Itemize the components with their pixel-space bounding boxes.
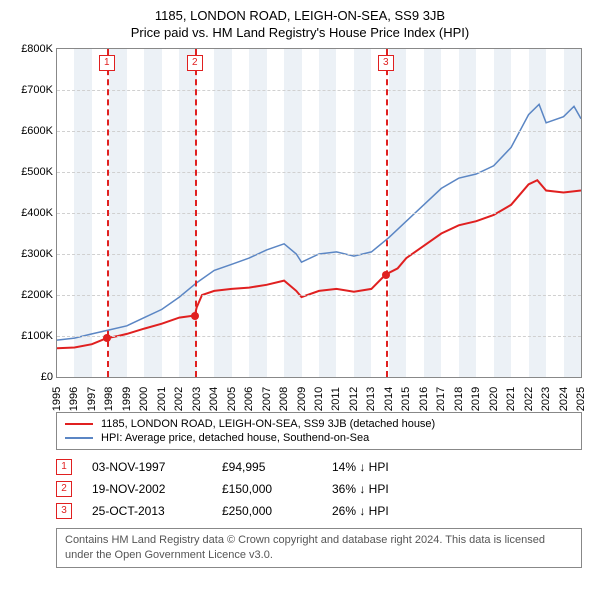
sale-row: 2 19-NOV-2002 £150,000 36% ↓ HPI: [56, 478, 582, 500]
chart-subtitle: Price paid vs. HM Land Registry's House …: [12, 25, 588, 40]
x-axis-label: 2014: [383, 387, 395, 411]
x-axis-label: 2020: [488, 387, 500, 411]
x-axis-label: 1995: [51, 387, 63, 411]
x-axis-label: 2021: [505, 387, 517, 411]
y-axis-label: £400K: [21, 207, 53, 219]
x-axis-label: 2025: [575, 387, 587, 411]
legend-label: HPI: Average price, detached house, Sout…: [101, 432, 369, 444]
x-axis-label: 2008: [278, 387, 290, 411]
legend-swatch: [65, 423, 93, 425]
y-axis-label: £300K: [21, 248, 53, 260]
y-axis-label: £500K: [21, 166, 53, 178]
gridline-horizontal: [57, 336, 581, 337]
sale-marker-line: [386, 49, 388, 377]
x-axis-label: 2022: [523, 387, 535, 411]
gridline-horizontal: [57, 172, 581, 173]
x-axis-label: 2015: [400, 387, 412, 411]
y-axis-label: £700K: [21, 84, 53, 96]
series-property: [57, 180, 581, 348]
legend-item: HPI: Average price, detached house, Sout…: [65, 431, 573, 445]
x-axis-label: 2003: [191, 387, 203, 411]
sale-marker-box: 3: [378, 55, 394, 71]
x-axis-label: 2024: [558, 387, 570, 411]
sale-marker-icon: 3: [56, 503, 72, 519]
x-axis-label: 1996: [68, 387, 80, 411]
x-axis-label: 2001: [156, 387, 168, 411]
x-axis-label: 2004: [208, 387, 220, 411]
sale-marker-line: [107, 49, 109, 377]
sale-pct-vs-hpi: 14% ↓ HPI: [332, 460, 422, 474]
x-axis-label: 2010: [313, 387, 325, 411]
sales-table: 1 03-NOV-1997 £94,995 14% ↓ HPI 2 19-NOV-2002…: [56, 456, 582, 522]
sale-price: £250,000: [222, 504, 312, 518]
sale-marker-icon: 1: [56, 459, 72, 475]
y-axis-label: £100K: [21, 330, 53, 342]
gridline-horizontal: [57, 90, 581, 91]
y-axis-label: £600K: [21, 125, 53, 137]
x-axis-label: 2017: [435, 387, 447, 411]
sale-price: £94,995: [222, 460, 312, 474]
sale-date: 25-OCT-2013: [92, 504, 202, 518]
sale-price: £150,000: [222, 482, 312, 496]
sale-point-dot: [103, 334, 111, 342]
y-axis-label: £0: [41, 371, 53, 383]
x-axis-label: 1999: [121, 387, 133, 411]
sale-date: 03-NOV-1997: [92, 460, 202, 474]
legend-label: 1185, LONDON ROAD, LEIGH-ON-SEA, SS9 3JB…: [101, 418, 435, 430]
gridline-horizontal: [57, 131, 581, 132]
legend-item: 1185, LONDON ROAD, LEIGH-ON-SEA, SS9 3JB…: [65, 417, 573, 431]
x-axis-label: 2012: [348, 387, 360, 411]
sale-pct-vs-hpi: 36% ↓ HPI: [332, 482, 422, 496]
x-axis-label: 2000: [138, 387, 150, 411]
x-axis-label: 2019: [470, 387, 482, 411]
sale-point-dot: [191, 312, 199, 320]
gridline-horizontal: [57, 213, 581, 214]
x-axis-label: 2009: [296, 387, 308, 411]
sale-marker-icon: 2: [56, 481, 72, 497]
series-hpi: [57, 104, 581, 340]
sale-date: 19-NOV-2002: [92, 482, 202, 496]
y-axis-label: £200K: [21, 289, 53, 301]
x-axis-label: 2007: [261, 387, 273, 411]
sale-row: 1 03-NOV-1997 £94,995 14% ↓ HPI: [56, 456, 582, 478]
sale-point-dot: [382, 271, 390, 279]
x-axis-label: 2023: [540, 387, 552, 411]
legend-swatch: [65, 437, 93, 439]
x-axis-label: 2005: [226, 387, 238, 411]
plot-region: £0£100K£200K£300K£400K£500K£600K£700K£80…: [56, 48, 582, 378]
x-axis-label: 2016: [418, 387, 430, 411]
x-axis-label: 2018: [453, 387, 465, 411]
sale-row: 3 25-OCT-2013 £250,000 26% ↓ HPI: [56, 500, 582, 522]
chart-title: 1185, LONDON ROAD, LEIGH-ON-SEA, SS9 3JB: [12, 8, 588, 23]
x-axis-label: 2006: [243, 387, 255, 411]
legend: 1185, LONDON ROAD, LEIGH-ON-SEA, SS9 3JB…: [56, 412, 582, 450]
x-axis-label: 2002: [173, 387, 185, 411]
sale-marker-box: 2: [187, 55, 203, 71]
x-axis-label: 2013: [365, 387, 377, 411]
gridline-horizontal: [57, 254, 581, 255]
chart-container: 1185, LONDON ROAD, LEIGH-ON-SEA, SS9 3JB…: [0, 0, 600, 590]
sale-marker-box: 1: [99, 55, 115, 71]
sale-marker-line: [195, 49, 197, 377]
chart-area: £0£100K£200K£300K£400K£500K£600K£700K£80…: [56, 48, 582, 408]
x-axis-label: 1997: [86, 387, 98, 411]
attribution-text: Contains HM Land Registry data © Crown c…: [56, 528, 582, 568]
x-axis-label: 1998: [103, 387, 115, 411]
x-axis-label: 2011: [330, 387, 342, 411]
sale-pct-vs-hpi: 26% ↓ HPI: [332, 504, 422, 518]
gridline-horizontal: [57, 295, 581, 296]
y-axis-label: £800K: [21, 43, 53, 55]
